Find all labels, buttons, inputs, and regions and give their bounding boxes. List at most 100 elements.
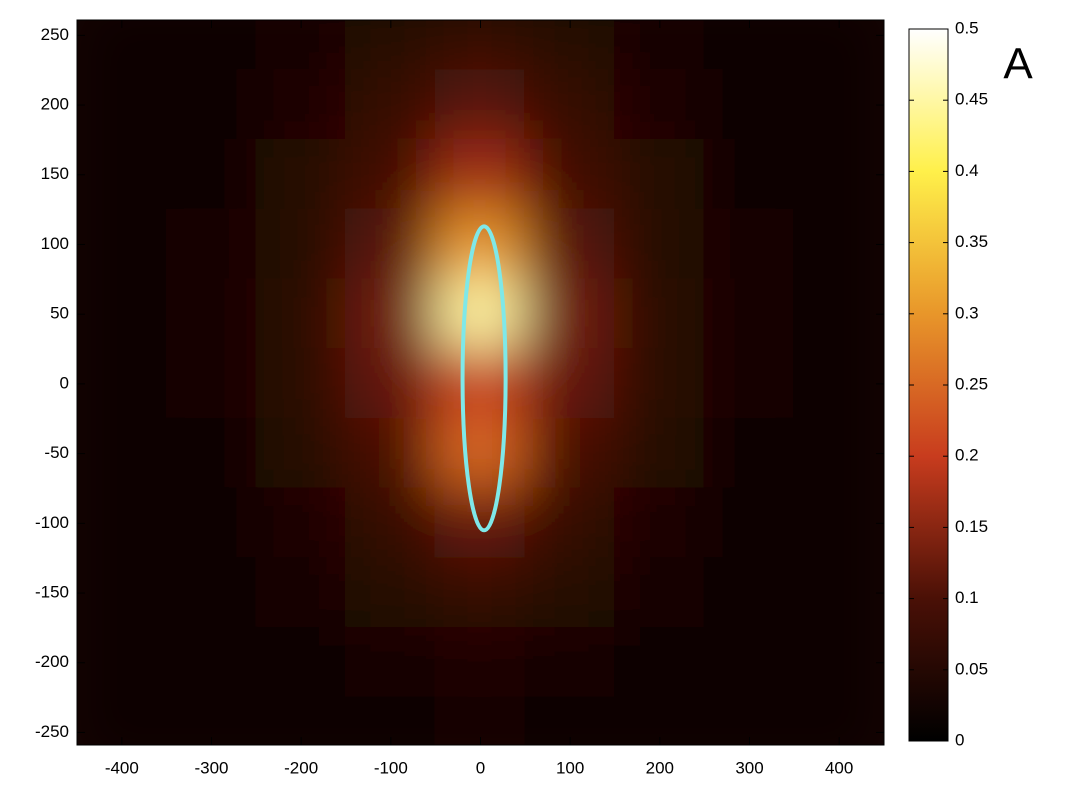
heat-cell bbox=[703, 20, 796, 72]
heat-cell bbox=[614, 557, 706, 629]
x-tick-label: 200 bbox=[646, 758, 674, 777]
heat-cell bbox=[345, 20, 437, 72]
heat-cell bbox=[165, 348, 258, 420]
heat-cell bbox=[345, 696, 437, 745]
heat-cell bbox=[793, 557, 884, 629]
heat-cell bbox=[793, 278, 884, 351]
colorbar-tick-label: 0.05 bbox=[955, 659, 988, 678]
heat-cell bbox=[165, 696, 258, 745]
panel-label: A bbox=[1003, 40, 1033, 89]
heat-cell bbox=[255, 138, 347, 211]
colorbar-tick-label: 0 bbox=[955, 730, 964, 749]
colorbar-tick-label: 0.15 bbox=[955, 517, 988, 536]
heat-cell bbox=[793, 208, 884, 281]
heat-cell bbox=[614, 208, 706, 281]
heat-cell bbox=[703, 487, 796, 560]
heat-cell bbox=[255, 417, 347, 490]
y-tick-label: 150 bbox=[41, 164, 69, 183]
heat-cell bbox=[165, 557, 258, 629]
heat-cell bbox=[434, 557, 527, 629]
heat-cell bbox=[524, 696, 616, 745]
y-tick-label: -100 bbox=[35, 513, 69, 532]
heat-cell bbox=[77, 696, 168, 745]
heat-cell bbox=[434, 487, 527, 560]
heat-cell bbox=[77, 208, 168, 281]
heat-cell bbox=[77, 278, 168, 351]
heat-cell bbox=[703, 208, 796, 281]
heat-cell bbox=[703, 696, 796, 745]
y-tick-label: 200 bbox=[41, 95, 69, 114]
heat-cell bbox=[524, 557, 616, 629]
heat-cell bbox=[345, 417, 437, 490]
heat-cell bbox=[345, 557, 437, 629]
heat-cell bbox=[793, 20, 884, 72]
heat-cell bbox=[165, 417, 258, 490]
colorbar-tick-label: 0.25 bbox=[955, 374, 988, 393]
heat-cell bbox=[77, 417, 168, 490]
heat-cell bbox=[614, 696, 706, 745]
heat-cell bbox=[255, 208, 347, 281]
heat-cell bbox=[165, 69, 258, 141]
heat-cell bbox=[524, 348, 616, 420]
x-tick-label: 400 bbox=[825, 758, 853, 777]
y-tick-label: -200 bbox=[35, 652, 69, 671]
heat-cell bbox=[77, 487, 168, 560]
heat-cell bbox=[524, 278, 616, 351]
heat-cell bbox=[345, 348, 437, 420]
heatmap bbox=[77, 20, 884, 745]
heat-cell bbox=[255, 557, 347, 629]
y-tick-label: 100 bbox=[41, 234, 69, 253]
heat-cell bbox=[165, 626, 258, 699]
heat-cell bbox=[255, 487, 347, 560]
heat-cell bbox=[703, 348, 796, 420]
x-tick-label: 300 bbox=[735, 758, 763, 777]
heat-cell bbox=[434, 696, 527, 745]
heat-cell bbox=[434, 208, 527, 281]
heat-cell bbox=[434, 417, 527, 490]
annotation-ellipse bbox=[460, 224, 508, 533]
heat-cell bbox=[345, 138, 437, 211]
heat-cell bbox=[793, 138, 884, 211]
colorbar-tick-label: 0.35 bbox=[955, 232, 988, 251]
heat-cell bbox=[793, 696, 884, 745]
heat-cell bbox=[614, 417, 706, 490]
heat-cell bbox=[524, 20, 616, 72]
colorbar-tick-label: 0.3 bbox=[955, 303, 979, 322]
heat-cell bbox=[793, 626, 884, 699]
heat-cell bbox=[524, 208, 616, 281]
x-tick-label: -300 bbox=[194, 758, 228, 777]
heat-cell bbox=[255, 69, 347, 141]
x-tick-label: 100 bbox=[556, 758, 584, 777]
heat-cell bbox=[345, 626, 437, 699]
heat-cell bbox=[434, 138, 527, 211]
heat-cell bbox=[77, 626, 168, 699]
heat-cell bbox=[524, 69, 616, 141]
y-tick-label: -250 bbox=[35, 722, 69, 741]
y-tick-label: 0 bbox=[60, 373, 69, 392]
heat-cell bbox=[524, 417, 616, 490]
heat-cell bbox=[345, 208, 437, 281]
y-tick-label: 250 bbox=[41, 25, 69, 44]
heat-cell bbox=[614, 626, 706, 699]
heat-cell bbox=[703, 417, 796, 490]
heat-cell bbox=[703, 138, 796, 211]
heat-cell bbox=[703, 69, 796, 141]
heat-cell bbox=[524, 138, 616, 211]
x-tick-label: -200 bbox=[284, 758, 318, 777]
heat-cell bbox=[793, 348, 884, 420]
heat-cell bbox=[434, 626, 527, 699]
x-tick-label: -400 bbox=[105, 758, 139, 777]
heat-cell bbox=[614, 348, 706, 420]
heat-cell bbox=[614, 138, 706, 211]
y-tick-label: 50 bbox=[50, 304, 69, 323]
colorbar-tick-label: 0.4 bbox=[955, 161, 979, 180]
heat-cell bbox=[77, 138, 168, 211]
heat-cell bbox=[165, 487, 258, 560]
colorbar bbox=[908, 28, 949, 742]
heat-cell bbox=[614, 278, 706, 351]
heat-cell bbox=[793, 417, 884, 490]
heat-cell bbox=[255, 20, 347, 72]
heat-cell bbox=[434, 278, 527, 351]
